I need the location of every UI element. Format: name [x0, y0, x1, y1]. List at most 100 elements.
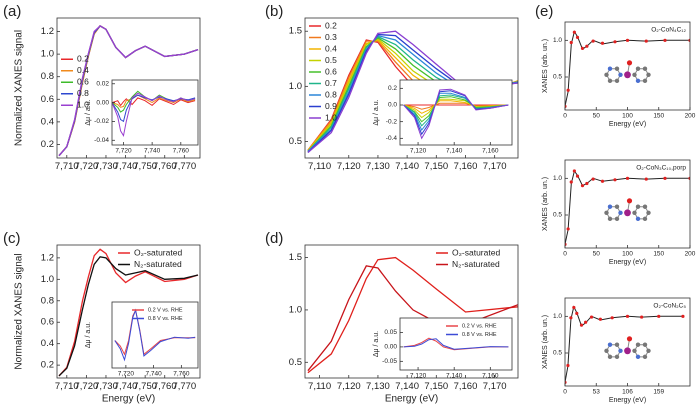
atom — [646, 348, 651, 353]
data-point — [566, 88, 570, 92]
data-point — [585, 181, 589, 186]
data-point — [580, 46, 585, 51]
oxygen-atom — [626, 60, 633, 66]
plot-area — [58, 248, 199, 377]
data-point — [580, 184, 585, 188]
y-tick-label: 0.2 — [41, 139, 54, 150]
x-tick-label: 7,760 — [173, 148, 190, 155]
x-tick-label: 50 — [593, 251, 601, 258]
atom — [604, 210, 609, 215]
atom — [635, 342, 641, 347]
y-tick-label: 0.02 — [96, 80, 109, 87]
legend-label: 0.4 — [325, 43, 337, 53]
atom — [642, 342, 648, 347]
x-tick-label: 7,140 — [395, 161, 419, 172]
atom — [607, 216, 613, 222]
series-line — [112, 97, 196, 107]
series-line — [565, 30, 690, 107]
cobalt-atom — [624, 347, 631, 355]
y-tick-label: 0.00 — [96, 99, 109, 106]
cobalt-atom — [624, 209, 631, 217]
x-tick-label: 7,140 — [446, 373, 463, 380]
y-axis-label: Δμ / a.u. — [85, 322, 92, 348]
series-line — [112, 92, 196, 137]
legend-label: 0.3 — [325, 32, 337, 42]
y-tick-label: -0.04 — [94, 137, 109, 144]
x-tick-label: 7,160 — [454, 161, 478, 172]
x-tick-label: 200 — [685, 113, 696, 120]
plot-area — [403, 337, 509, 351]
atom — [614, 342, 620, 347]
plot-area — [58, 25, 199, 157]
data-point — [625, 38, 630, 42]
x-tick-label: 7,760 — [173, 371, 190, 378]
y-tick-label: 1.2 — [41, 26, 54, 37]
data-point — [569, 180, 573, 184]
x-tick-label: 7,720 — [74, 381, 98, 392]
x-tick-label: 7,730 — [94, 161, 118, 172]
x-axis-label: Energy (eV) — [385, 394, 438, 405]
y-axis-label: XANES (arb. un.) — [542, 39, 549, 93]
data-point — [663, 38, 667, 42]
atom — [604, 72, 609, 78]
atom — [607, 78, 613, 84]
legend-label: 0.9 — [325, 101, 337, 111]
x-tick-label: 7,720 — [115, 148, 132, 155]
y-tick-label: 1.0 — [553, 175, 562, 182]
series-line — [565, 305, 683, 383]
x-axis-label: Energy (eV) — [609, 397, 646, 404]
cobalt-atom — [624, 71, 631, 79]
data-point — [584, 320, 588, 324]
series-line — [307, 30, 518, 153]
panel-label: (b) — [265, 3, 283, 20]
x-tick-label: 7,740 — [114, 381, 138, 392]
axes-frame — [56, 244, 201, 379]
x-tick-label: 7,130 — [366, 381, 390, 392]
legend-label: 0.8 — [325, 89, 337, 99]
y-tick-label: 0.5 — [289, 357, 302, 368]
oxygen-atom — [626, 336, 633, 342]
x-tick-label: 7,770 — [172, 161, 196, 172]
y-tick-label: 1.0 — [289, 304, 302, 315]
data-point — [591, 39, 595, 43]
data-point — [644, 177, 648, 181]
x-tick-label: 7,770 — [172, 381, 196, 392]
x-tick-label: 7,750 — [133, 161, 157, 172]
series-line — [58, 25, 199, 157]
y-tick-label: -0.05 — [382, 358, 397, 365]
x-tick-label: 7,140 — [446, 148, 463, 155]
legend-label: 0.8 V vs. RHE — [462, 332, 497, 338]
legend-label: N₂-saturated — [134, 259, 182, 269]
data-point — [575, 174, 580, 178]
axes-frame — [56, 17, 201, 159]
atom — [614, 216, 620, 222]
x-tick-label: 7,760 — [153, 381, 177, 392]
data-point — [600, 179, 605, 183]
legend-label: N₂-saturated — [452, 259, 500, 269]
legend-label: O₂-saturated — [452, 247, 500, 257]
inset-background — [112, 80, 198, 145]
series-line — [114, 308, 196, 362]
y-tick-label: 0.4 — [41, 338, 54, 349]
y-tick-label: 0.5 — [553, 74, 562, 81]
axes-frame — [399, 317, 513, 371]
x-tick-label: 7,750 — [133, 381, 157, 392]
axes-frame — [399, 79, 513, 146]
data-point — [579, 323, 584, 327]
plot-area — [112, 90, 196, 137]
axes-frame — [564, 21, 691, 111]
x-axis-label: Energy (eV) — [609, 121, 646, 128]
atom — [635, 78, 641, 84]
x-tick-label: 150 — [653, 251, 664, 258]
series-line — [307, 33, 518, 153]
inset-background — [112, 302, 198, 368]
x-tick-label: 7,110 — [308, 161, 331, 172]
y-tick-label: 1.5 — [289, 252, 302, 263]
x-tick-label: 7,120 — [410, 373, 427, 380]
panel-label: (a) — [3, 3, 21, 20]
x-tick-label: 100 — [622, 251, 633, 258]
series-line — [58, 248, 199, 377]
x-tick-label: 159 — [653, 389, 664, 396]
atom — [642, 78, 648, 84]
x-tick-label: 7,120 — [410, 148, 427, 155]
